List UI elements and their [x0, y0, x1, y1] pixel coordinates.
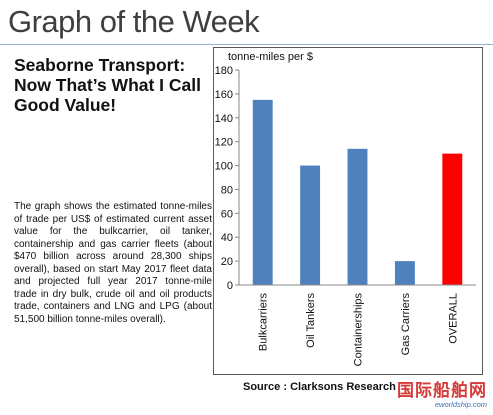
y-tick-label: 100 [215, 161, 233, 173]
bar-oil-tankers [300, 165, 321, 285]
y-tick-label: 0 [227, 280, 233, 292]
y-tick-label: 160 [215, 89, 233, 101]
x-category-label: Bulkcarriers [258, 293, 270, 352]
article-body: The graph shows the estimated tonne-mile… [14, 201, 212, 325]
source-note: Source : Clarksons Research [243, 381, 396, 393]
watermark-text: 国际船舶网 [397, 381, 487, 401]
y-tick-label: 20 [221, 256, 233, 268]
y-tick-label: 60 [221, 208, 233, 220]
y-tick-label: 120 [215, 137, 233, 149]
bar-containerships [347, 148, 368, 285]
x-category-label: Gas Carriers [400, 293, 412, 356]
bar-chart: tonne-miles per $ 0 20 40 60 80 100 120 140 160 1… [215, 51, 476, 367]
article-headline: Seaborne Transport: Now That’s What I Ca… [14, 55, 201, 115]
y-tick-label: 180 [215, 65, 233, 77]
y-tick-label: 140 [215, 113, 233, 125]
x-category-label: Containerships [353, 293, 365, 367]
x-category-label: Oil Tankers [305, 293, 317, 348]
y-tick-label: 40 [221, 232, 233, 244]
bar-overall [442, 153, 463, 285]
chart-frame: tonne-miles per $ 0 20 40 60 80 100 120 140 160 1… [213, 47, 483, 375]
header-divider [0, 44, 493, 45]
bar-bulkcarriers [252, 99, 273, 285]
watermark-url: eworldship.com [434, 400, 487, 409]
bar-gas-carriers [394, 261, 415, 285]
page-title: Graph of the Week [8, 4, 260, 39]
watermark: 国际船舶网 eworldship.com [397, 381, 487, 410]
y-tick-label: 80 [221, 184, 233, 196]
x-category-label: OVERALL [447, 293, 459, 344]
y-axis-label: tonne-miles per $ [228, 51, 313, 63]
